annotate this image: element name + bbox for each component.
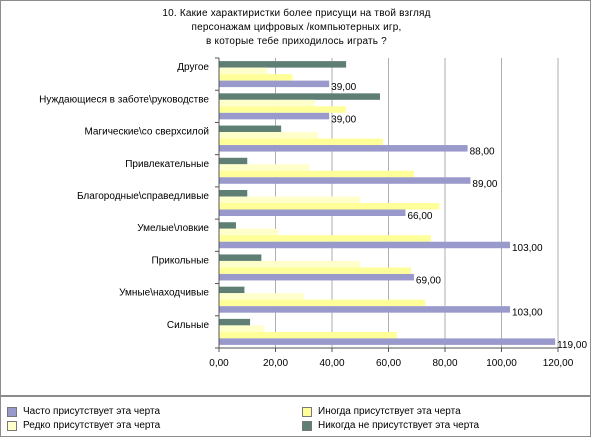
legend-label-often: Часто присутствует эта черта <box>23 406 161 417</box>
data-label: 88,00 <box>470 147 495 158</box>
x-tick-label: 120,00 <box>543 358 574 369</box>
bar <box>219 209 406 216</box>
bar <box>219 145 468 152</box>
bar <box>219 273 414 281</box>
bar <box>219 164 310 171</box>
bar <box>219 228 279 236</box>
bar <box>219 170 414 178</box>
data-label: 89,00 <box>472 179 497 190</box>
data-label: 69,00 <box>416 275 441 286</box>
bar <box>219 293 304 300</box>
legend-label-sometimes: Иногда присутствует эта черта <box>318 406 461 417</box>
legend: Часто присутствует эта черта Иногда прис… <box>0 396 591 437</box>
legend-item-often: Часто присутствует эта черта <box>7 406 160 417</box>
category-label: Умелые\ловкие <box>137 223 209 234</box>
x-tick-label: 80,00 <box>432 358 457 369</box>
category-label: Прикольные <box>152 255 210 266</box>
legend-item-sometimes: Иногда присутствует эта черта <box>302 406 461 417</box>
bar <box>219 331 397 339</box>
bar <box>219 93 381 100</box>
bar-chart: 0,00 20,00 40,00 60,00 80,00 100,00 120,00 Друг… <box>39 57 587 369</box>
bar <box>219 196 361 203</box>
category-label: Другое <box>177 62 209 73</box>
category-label: Умные\находчивые <box>119 288 209 299</box>
chart-title-line-3: в которые тебе приходилось играть ? <box>206 36 387 47</box>
data-label: 66,00 <box>407 211 432 222</box>
x-tick-label: 100,00 <box>486 358 517 369</box>
bar <box>219 61 347 68</box>
bar <box>219 235 431 242</box>
chart-title-line-2: персонажам цифровых /компьютерных игр, <box>191 22 402 33</box>
category-label: Нуждающиеся в заботе\руководстве <box>39 93 209 105</box>
bar <box>219 99 316 107</box>
data-label: 103,00 <box>512 243 543 254</box>
bar <box>219 74 293 81</box>
bar <box>219 157 248 165</box>
x-tick-label: 60,00 <box>376 358 401 369</box>
bar <box>219 254 262 261</box>
bar <box>219 177 471 184</box>
bar <box>219 138 383 146</box>
bar <box>219 106 347 113</box>
bar <box>219 67 268 75</box>
bar <box>219 80 330 88</box>
legend-label-rarely: Редко присутствует эта черта <box>23 420 161 431</box>
bar <box>219 338 556 345</box>
category-label: Привлекательные <box>125 159 209 170</box>
x-tick-label: 40,00 <box>319 358 344 369</box>
data-label: 39,00 <box>331 82 356 93</box>
legend-swatch-never <box>302 420 312 431</box>
bar <box>219 125 282 133</box>
bar <box>219 203 440 210</box>
chart-area: 10. Какие характиристки более присущи на… <box>0 0 591 396</box>
data-label: 119,00 <box>557 340 587 351</box>
bar <box>219 325 265 332</box>
bar <box>219 132 318 139</box>
bar <box>219 260 361 268</box>
bar <box>219 267 412 274</box>
data-label: 103,00 <box>512 308 543 319</box>
category-label: Магические\со сверхсилой <box>84 127 209 138</box>
category-label: Сильные <box>167 320 210 331</box>
legend-item-never: Никогда не присутствует эта черта <box>302 420 479 431</box>
bar <box>219 318 251 326</box>
legend-swatch-rarely <box>7 420 17 431</box>
legend-swatch-sometimes <box>302 406 312 417</box>
bar <box>219 299 426 307</box>
legend-label-never: Никогда не присутствует эта черта <box>318 420 480 431</box>
legend-item-rarely: Редко присутствует эта черта <box>7 420 160 431</box>
x-tick-label: 0,00 <box>209 358 229 369</box>
bar <box>219 286 245 294</box>
bar <box>219 112 330 120</box>
bar <box>219 222 236 229</box>
bar <box>219 241 510 249</box>
category-label: Благородные\справедливые <box>77 191 209 202</box>
bar <box>219 306 510 313</box>
legend-swatch-often <box>7 406 17 417</box>
data-label: 39,00 <box>331 114 356 125</box>
bar <box>219 190 248 197</box>
chart-title-line-1: 10. Какие характиристки более присущи на… <box>162 8 431 19</box>
x-tick-label: 20,00 <box>263 358 288 369</box>
